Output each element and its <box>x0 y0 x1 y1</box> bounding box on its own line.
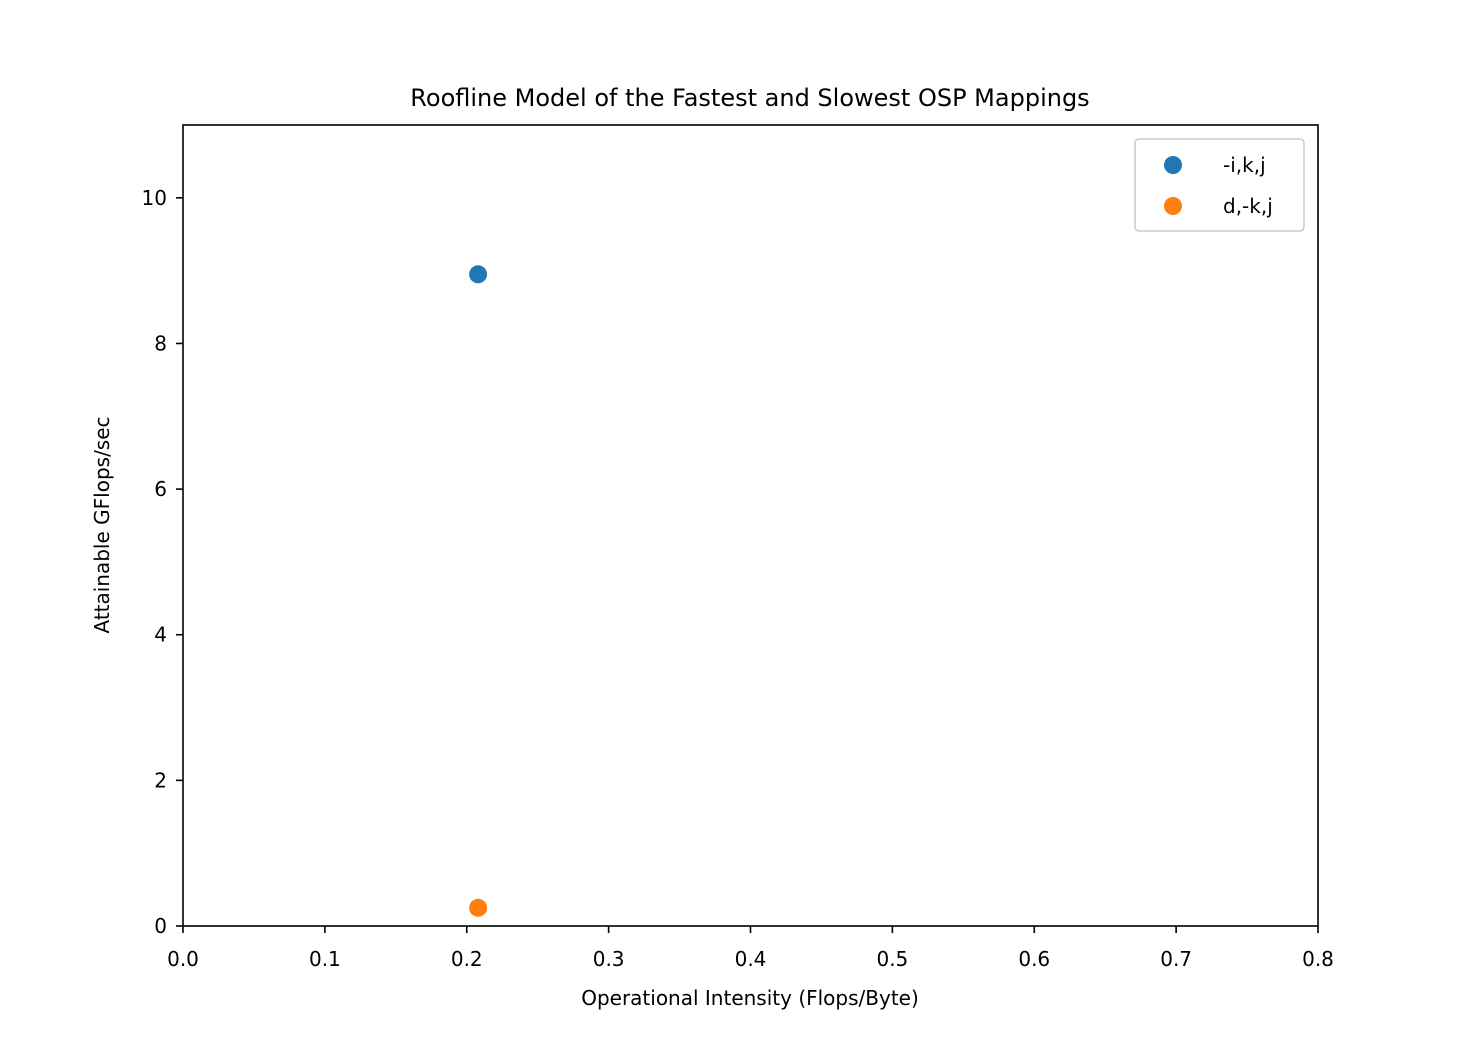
x-tick-label: 0.0 <box>167 947 199 971</box>
legend-marker <box>1164 197 1182 215</box>
x-tick-label: 0.3 <box>593 947 625 971</box>
x-tick-label: 0.1 <box>309 947 341 971</box>
y-axis-label: Attainable GFlops/sec <box>90 416 114 633</box>
legend-label: -i,k,j <box>1223 153 1266 177</box>
y-tick-label: 10 <box>142 186 167 210</box>
axis-ticks: 0.0 0.1 0.2 0.3 0.4 0.5 0.6 0.7 0.8 0 2 4 6 8 10 <box>142 186 1334 971</box>
chart-title: Roofline Model of the Fastest and Slowes… <box>410 84 1089 112</box>
x-tick-label: 0.8 <box>1302 947 1334 971</box>
x-tick-label: 0.5 <box>876 947 908 971</box>
legend-label: d,-k,j <box>1223 194 1273 218</box>
x-tick-label: 0.4 <box>735 947 767 971</box>
x-tick-label: 0.7 <box>1160 947 1192 971</box>
data-point-series-1 <box>469 265 488 284</box>
legend-marker <box>1164 156 1182 174</box>
plot-area-frame <box>182 124 1319 927</box>
data-points <box>469 265 488 917</box>
legend-box <box>1134 138 1305 232</box>
x-tick-label: 0.6 <box>1018 947 1050 971</box>
y-tick-label: 4 <box>154 623 167 647</box>
y-tick-label: 2 <box>154 768 167 792</box>
y-tick-label: 0 <box>154 914 167 938</box>
x-tick-label: 0.2 <box>451 947 483 971</box>
data-point-series-2 <box>469 898 488 917</box>
y-tick-label: 6 <box>154 477 167 501</box>
x-axis-label: Operational Intensity (Flops/Byte) <box>581 986 919 1010</box>
y-tick-label: 8 <box>154 331 167 355</box>
legend: -i,k,j d,-k,j <box>1134 138 1305 232</box>
